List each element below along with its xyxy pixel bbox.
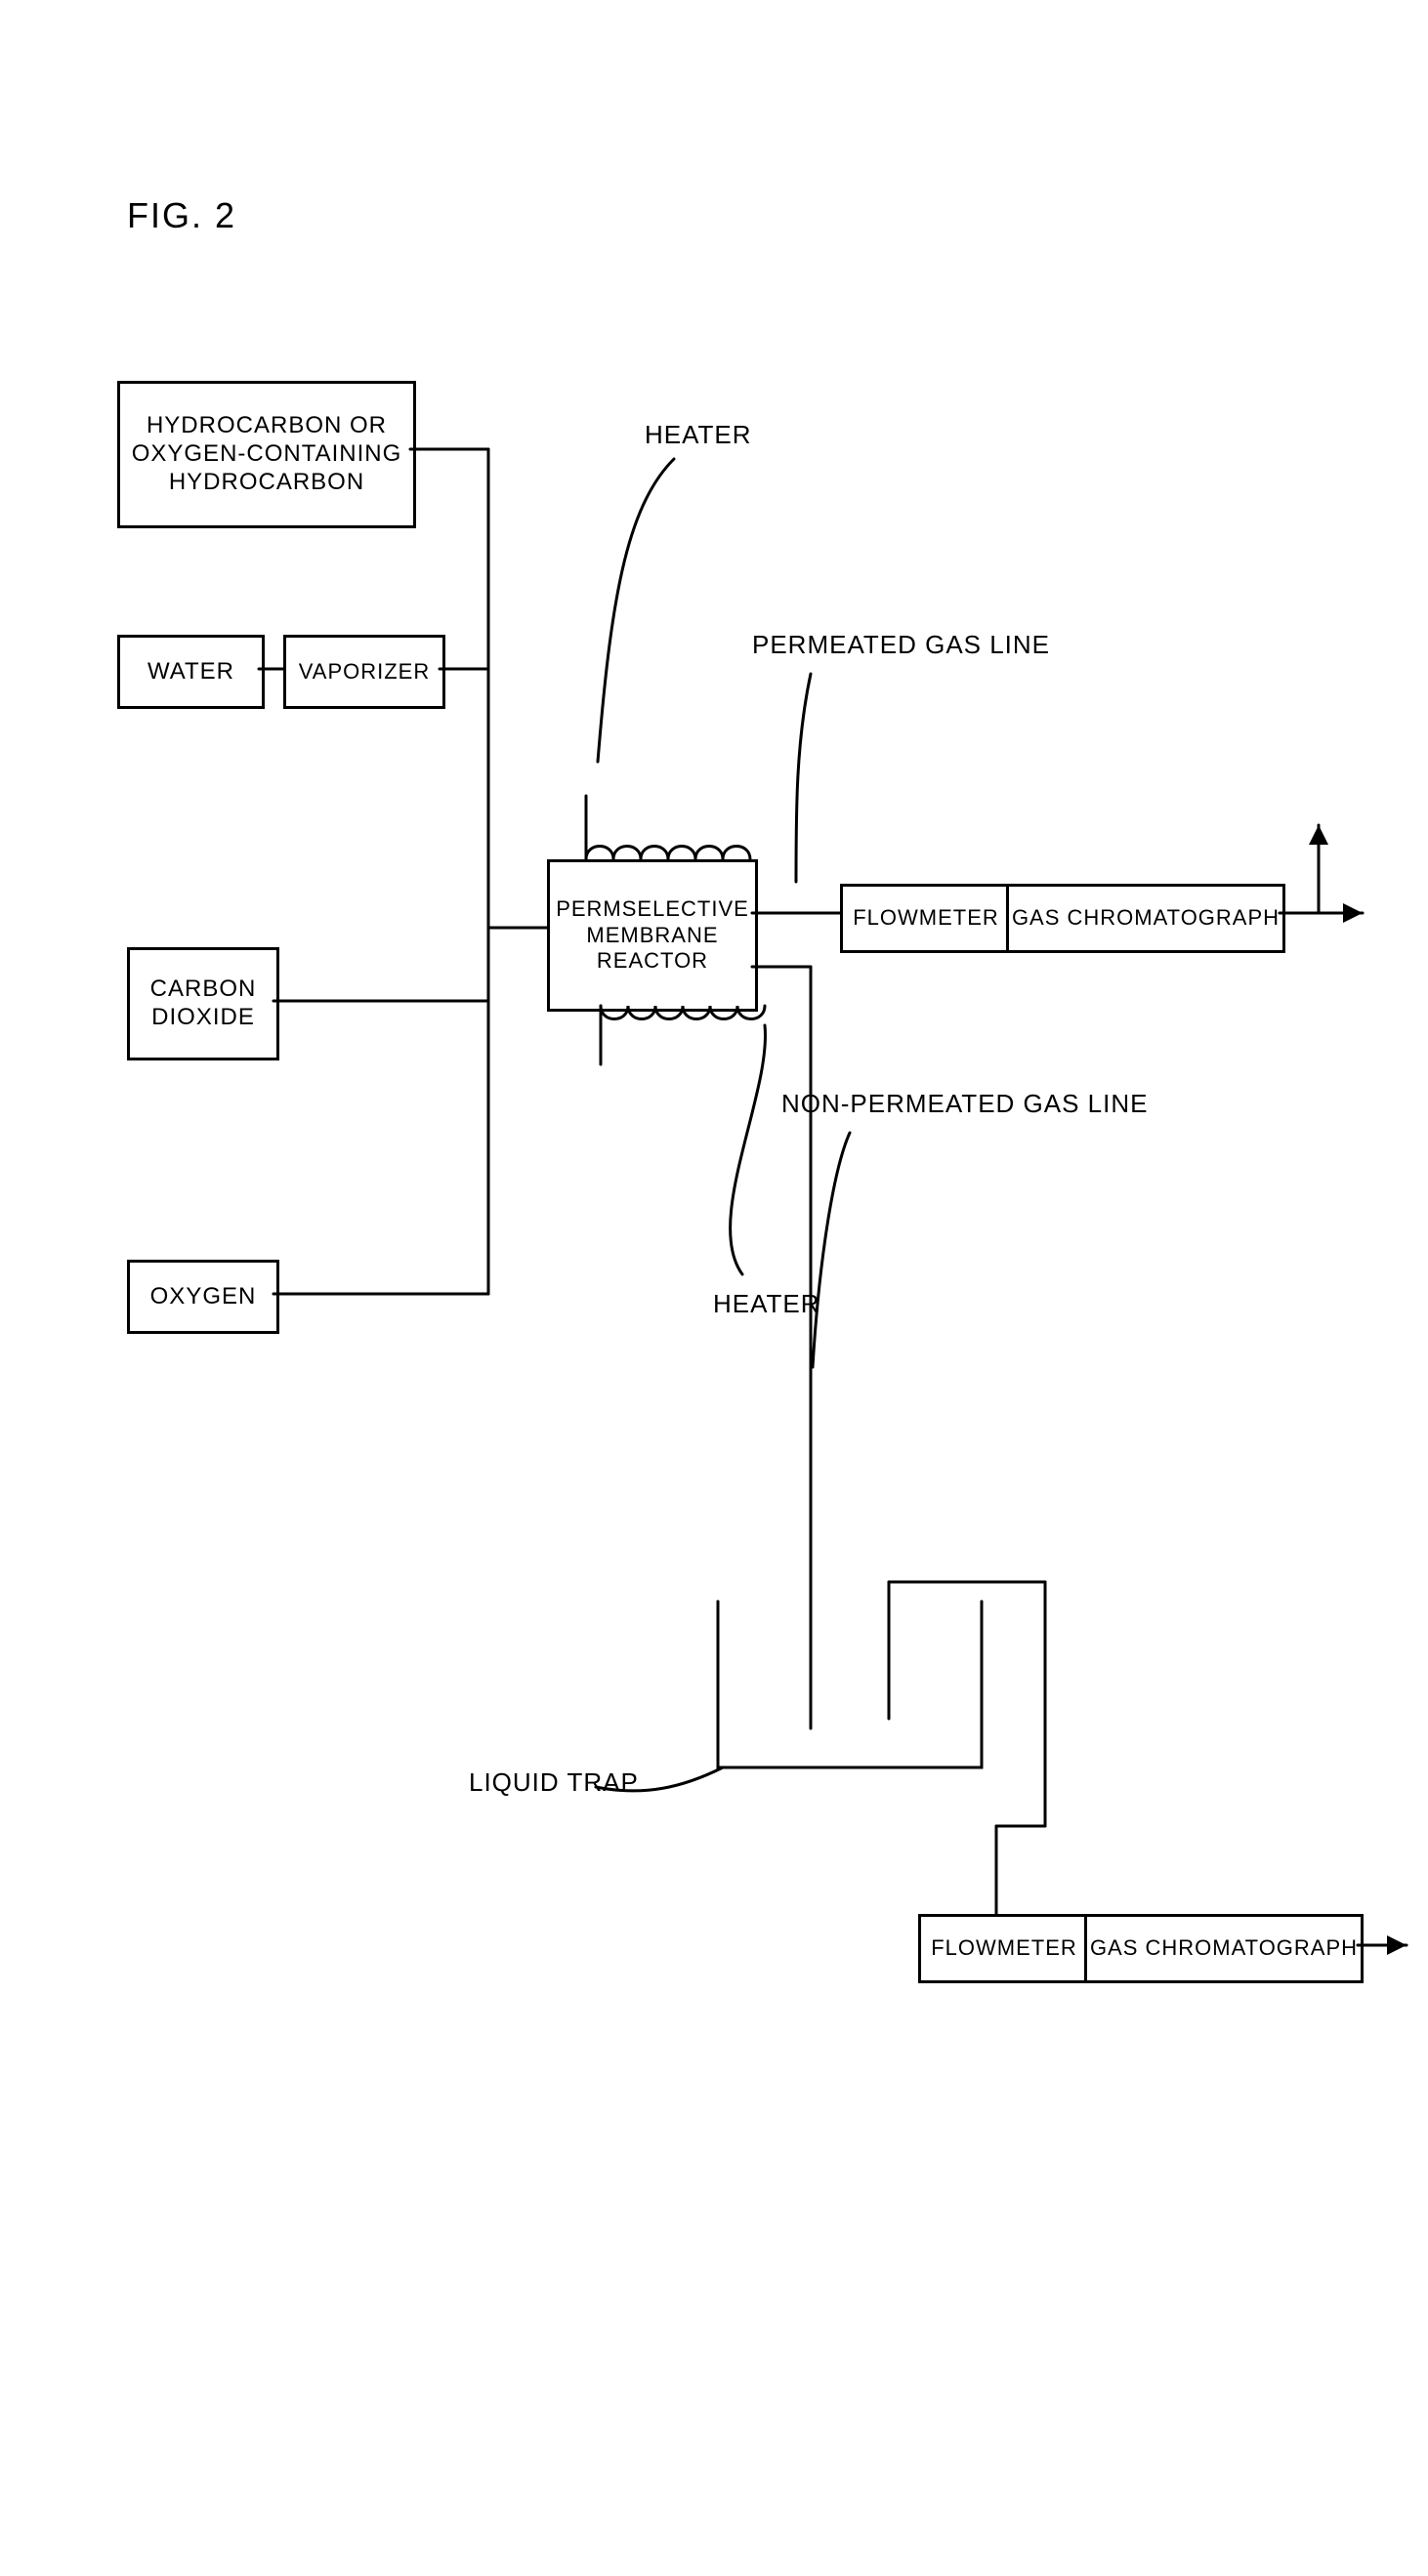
gas-chromatograph-2-box: GAS CHROMATOGRAPH	[1084, 1914, 1364, 1983]
gas-chromatograph-1-box: GAS CHROMATOGRAPH	[1006, 884, 1285, 953]
nonpermeated-label: NON-PERMEATED GAS LINE	[781, 1089, 1148, 1119]
vaporizer-box: VAPORIZER	[283, 635, 445, 709]
flowmeter-2-box: FLOWMETER	[918, 1914, 1090, 1983]
water-box: WATER	[117, 635, 265, 709]
carbon-dioxide-box: CARBONDIOXIDE	[127, 947, 279, 1060]
reactor-box: PERMSELECTIVEMEMBRANEREACTOR	[547, 859, 758, 1012]
figure-title: FIG. 2	[127, 195, 236, 236]
permeated-label: PERMEATED GAS LINE	[752, 630, 1050, 660]
liquid-trap-label: LIQUID TRAP	[469, 1767, 639, 1798]
flowmeter-1-box: FLOWMETER	[840, 884, 1012, 953]
hydrocarbon-box: HYDROCARBON OROXYGEN-CONTAININGHYDROCARB…	[117, 381, 416, 528]
heater-1-label: HEATER	[645, 420, 752, 450]
oxygen-box: OXYGEN	[127, 1260, 279, 1334]
heater-2-label: HEATER	[713, 1289, 820, 1319]
